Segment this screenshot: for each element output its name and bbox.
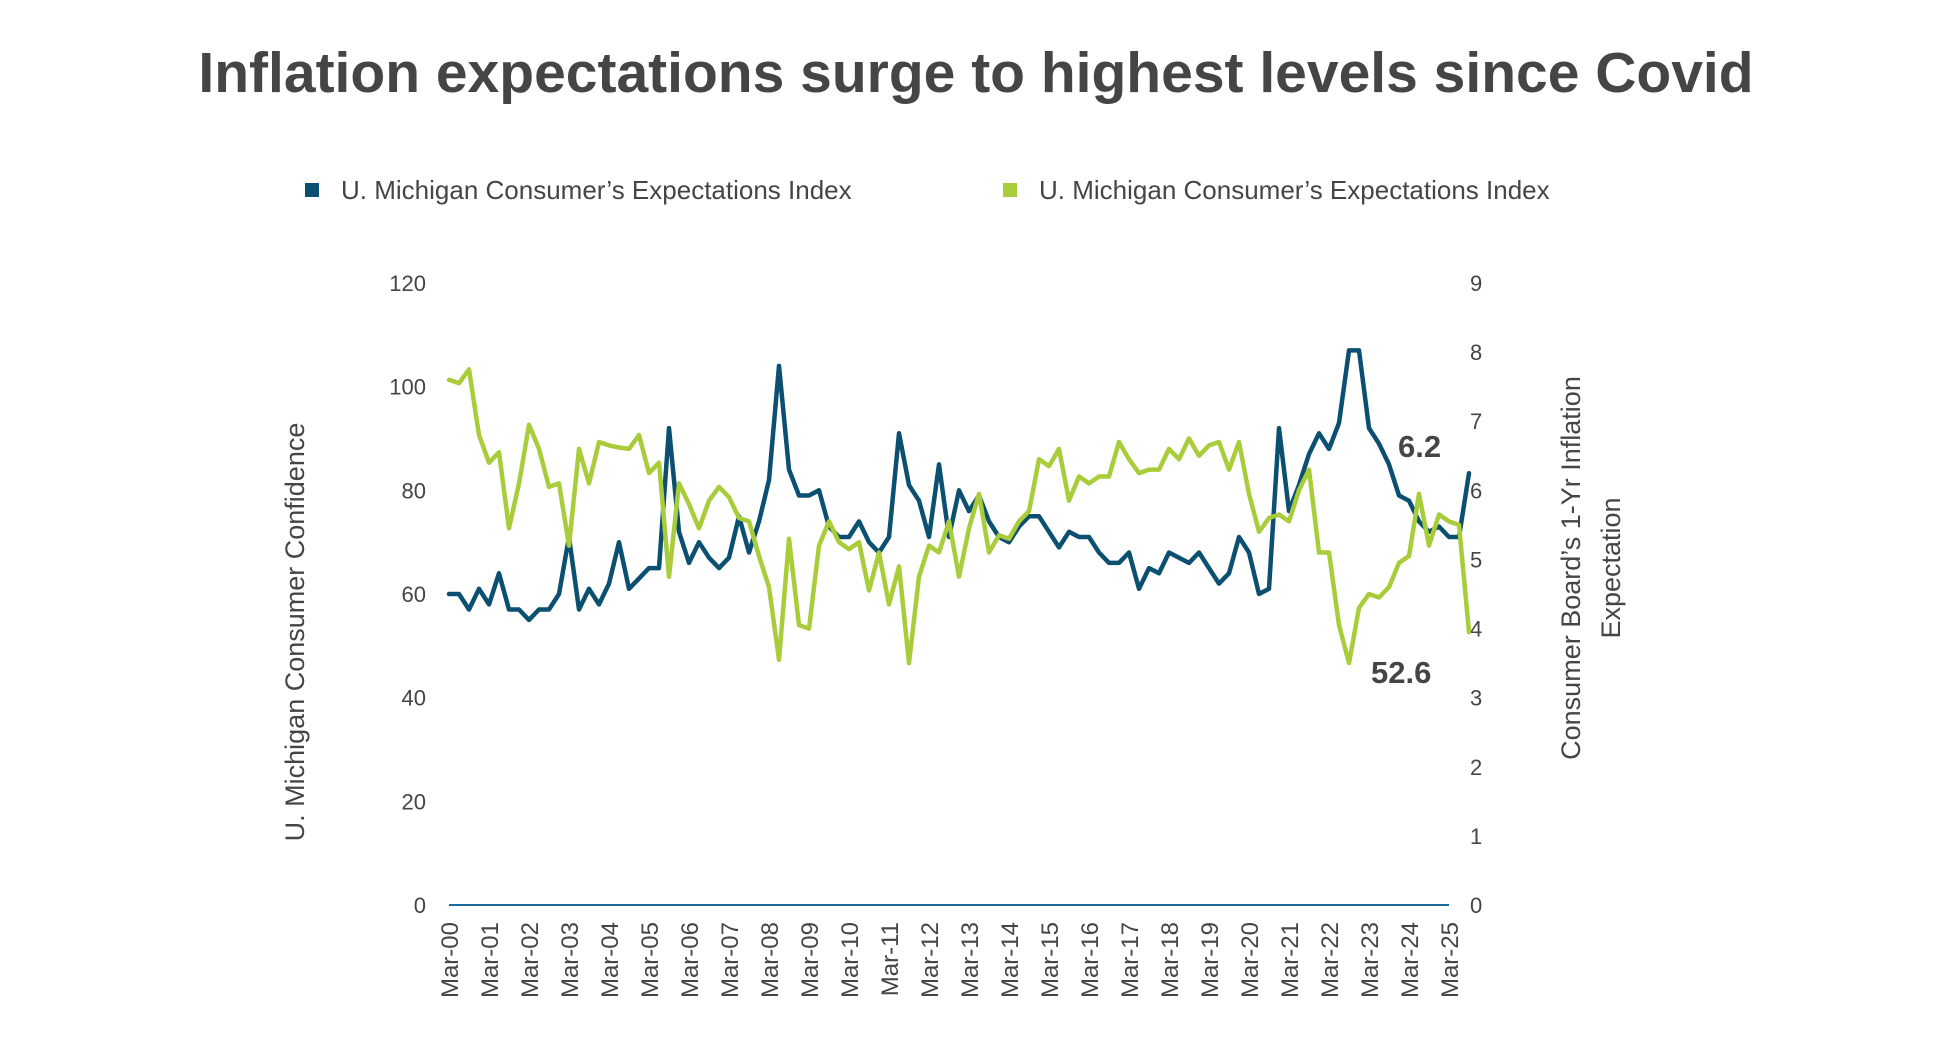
x-tick-label: Mar-06: [677, 922, 704, 998]
x-tick-label: Mar-20: [1237, 922, 1264, 998]
right-tick-label: 3: [1470, 686, 1482, 711]
legend-swatch-1: [1003, 183, 1017, 197]
left-tick-label: 100: [389, 375, 426, 400]
x-tick-label: Mar-23: [1357, 922, 1384, 998]
series-0-end-label: 6.2: [1398, 429, 1441, 464]
right-tick-label: 5: [1470, 547, 1482, 572]
legend-label-1: U. Michigan Consumer’s Expectations Inde…: [1039, 175, 1550, 205]
legend-item-0[interactable]: U. Michigan Consumer’s Expectations Inde…: [305, 175, 852, 205]
x-tick-label: Mar-07: [717, 922, 744, 998]
right-axis-label-line1: Consumer Board’s 1-Yr Inflation: [1556, 376, 1586, 760]
right-tick-label: 1: [1470, 824, 1482, 849]
x-tick-label: Mar-17: [1117, 922, 1144, 998]
x-tick-label: Mar-22: [1317, 922, 1344, 998]
right-axis-ticks: 0 1 2 3 4 5 6 7 8 9: [1470, 271, 1482, 918]
series-line-1: [446, 367, 1472, 666]
x-tick-label: Mar-14: [997, 922, 1024, 998]
x-axis-ticks: Mar-00 Mar-01 Mar-02 Mar-03 Mar-04 Mar-05 Mar-…: [437, 922, 1464, 998]
right-tick-label: 8: [1470, 340, 1482, 365]
left-tick-label: 60: [402, 582, 426, 607]
series-line-0: [446, 348, 1472, 623]
right-tick-label: 9: [1470, 271, 1482, 296]
x-tick-label: Mar-08: [757, 922, 784, 998]
x-tick-label: Mar-09: [797, 922, 824, 998]
x-tick-label: Mar-05: [637, 922, 664, 998]
x-tick-label: Mar-19: [1197, 922, 1224, 998]
right-tick-label: 6: [1470, 478, 1482, 503]
x-tick-label: Mar-03: [557, 922, 584, 998]
chart-title: Inflation expectations surge to highest …: [198, 41, 1753, 105]
series-layer: [446, 348, 1472, 666]
left-tick-label: 120: [389, 271, 426, 296]
right-tick-label: 4: [1470, 617, 1482, 642]
x-tick-label: Mar-10: [837, 922, 864, 998]
right-tick-label: 7: [1470, 409, 1482, 434]
legend-swatch-0: [305, 183, 319, 197]
x-tick-label: Mar-00: [437, 922, 464, 998]
x-tick-label: Mar-02: [517, 922, 544, 998]
x-tick-label: Mar-16: [1077, 922, 1104, 998]
left-tick-label: 80: [402, 478, 426, 503]
x-tick-label: Mar-13: [957, 922, 984, 998]
x-tick-label: Mar-12: [917, 922, 944, 998]
x-tick-label: Mar-04: [597, 922, 624, 998]
x-tick-label: Mar-25: [1437, 922, 1464, 998]
x-tick-label: Mar-11: [877, 922, 904, 996]
x-tick-label: Mar-01: [477, 922, 504, 998]
left-axis-ticks: 0 20 40 60 80 100 120: [389, 271, 426, 918]
right-tick-label: 0: [1470, 893, 1482, 918]
x-tick-label: Mar-21: [1277, 922, 1304, 998]
left-tick-label: 20: [402, 789, 426, 814]
right-tick-label: 2: [1470, 755, 1482, 780]
x-tick-label: Mar-24: [1397, 922, 1424, 998]
left-tick-label: 40: [402, 686, 426, 711]
legend-label-0: U. Michigan Consumer’s Expectations Inde…: [341, 175, 852, 205]
legend: U. Michigan Consumer’s Expectations Inde…: [305, 175, 1550, 205]
x-tick-label: Mar-15: [1037, 922, 1064, 998]
legend-item-1[interactable]: U. Michigan Consumer’s Expectations Inde…: [1003, 175, 1550, 205]
x-tick-label: Mar-18: [1157, 922, 1184, 998]
right-axis-label-line2: Expectation: [1596, 497, 1626, 638]
series-1-end-label: 52.6: [1371, 655, 1431, 690]
left-tick-label: 0: [414, 893, 426, 918]
left-axis-label: U. Michigan Consumer Confidence: [280, 423, 310, 842]
